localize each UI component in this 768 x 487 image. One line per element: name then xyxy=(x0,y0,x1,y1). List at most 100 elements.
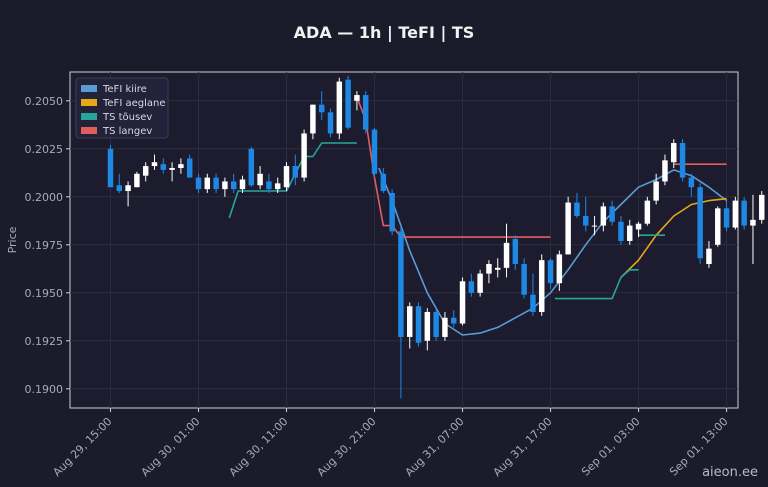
candle-body xyxy=(362,95,369,130)
candle-body xyxy=(125,185,131,192)
candle-body xyxy=(644,200,651,224)
indicator-line xyxy=(378,167,728,336)
candle-body xyxy=(627,225,633,241)
candle-body xyxy=(415,306,422,343)
y-tick-label: 0.2025 xyxy=(25,143,64,156)
candle-body xyxy=(178,164,184,168)
candle-body xyxy=(671,143,677,163)
candle-body xyxy=(732,200,739,228)
legend-swatch xyxy=(81,127,97,134)
legend-swatch xyxy=(81,113,97,120)
candle-body xyxy=(539,260,545,312)
candle-body xyxy=(530,294,536,312)
candle-body xyxy=(318,104,325,113)
candle-body xyxy=(609,206,615,222)
candle-body xyxy=(380,173,387,192)
candle-body xyxy=(257,173,263,186)
x-tick-label: Sep 01, 03:00 xyxy=(579,415,643,479)
candle-body xyxy=(266,181,272,190)
candle-body xyxy=(116,185,123,192)
candle-body xyxy=(468,281,475,293)
candle-body xyxy=(495,267,501,270)
candlesticks xyxy=(107,75,765,399)
candle-body xyxy=(750,219,756,226)
legend-label: TS langev xyxy=(102,126,152,137)
candle-body xyxy=(723,208,730,228)
indicator-line xyxy=(620,197,727,278)
y-tick-label: 0.1975 xyxy=(25,239,64,252)
candle-body xyxy=(486,264,492,274)
x-tick-label: Aug 31, 07:00 xyxy=(403,415,467,479)
candle-body xyxy=(688,177,695,188)
x-tick-label: Aug 29, 15:00 xyxy=(50,415,114,479)
candle-body xyxy=(715,208,721,245)
candle-body xyxy=(759,194,765,220)
candle-body xyxy=(230,181,237,190)
candle-body xyxy=(336,81,343,134)
y-tick-label: 0.2000 xyxy=(25,191,64,204)
candle-body xyxy=(186,158,193,178)
y-axis-label: Price xyxy=(6,226,19,253)
candle-body xyxy=(741,200,747,226)
candle-body xyxy=(450,317,457,324)
candle-body xyxy=(503,242,510,268)
candle-body xyxy=(442,317,448,337)
x-tick-label: Aug 30, 11:00 xyxy=(227,415,291,479)
candle-body xyxy=(512,239,519,264)
candle-body xyxy=(248,148,255,186)
candle-body xyxy=(142,166,149,176)
candle-body xyxy=(706,248,712,264)
legend-label: TeFI aeglane xyxy=(102,98,165,109)
candle-body xyxy=(662,160,668,182)
candle-body xyxy=(600,206,607,226)
y-tick-label: 0.2050 xyxy=(25,95,64,108)
y-tick-label: 0.1900 xyxy=(25,383,64,396)
legend-label: TeFI kiire xyxy=(102,84,147,95)
candle-body xyxy=(697,187,703,259)
candle-body xyxy=(477,273,483,293)
candle-body xyxy=(160,164,167,170)
legend-swatch xyxy=(81,85,97,92)
candle-body xyxy=(547,260,554,284)
y-tick-label: 0.1925 xyxy=(25,335,64,348)
candle-body xyxy=(398,231,404,337)
legend-label: TS tõusev xyxy=(102,112,152,123)
candle-body xyxy=(301,133,307,178)
candle-body xyxy=(583,216,589,226)
candle-body xyxy=(274,183,281,190)
candle-body xyxy=(653,181,659,201)
candle-body xyxy=(424,312,431,341)
y-tick-label: 0.1950 xyxy=(25,287,64,300)
candle-body xyxy=(151,162,158,167)
legend-box xyxy=(75,77,169,139)
legend-swatch xyxy=(81,99,97,106)
candle-body xyxy=(406,306,413,337)
candle-body xyxy=(459,281,466,324)
candle-body xyxy=(574,202,580,216)
candle-body xyxy=(195,177,202,190)
candle-body xyxy=(222,181,228,190)
candle-body xyxy=(556,254,563,284)
candle-body xyxy=(354,95,360,101)
candle-body xyxy=(283,166,290,188)
legend: TeFI kiire TeFI aeglane TS tõusev TS langev xyxy=(75,77,169,139)
candle-body xyxy=(134,173,140,188)
x-tick-label: Aug 30, 01:00 xyxy=(139,415,203,479)
candle-body xyxy=(204,177,211,190)
watermark: aieon.ee xyxy=(702,465,758,480)
candle-body xyxy=(239,179,246,190)
candle-body xyxy=(433,312,439,337)
candle-body xyxy=(310,104,316,134)
indicator-line xyxy=(554,268,639,300)
candle-body xyxy=(292,166,299,178)
candle-body xyxy=(169,168,175,170)
x-tick-label: Aug 30, 21:00 xyxy=(315,415,379,479)
candle-body xyxy=(521,264,527,295)
candle-body xyxy=(107,148,114,188)
candle-body xyxy=(591,225,598,227)
plot-area xyxy=(69,71,739,409)
candle-body xyxy=(345,79,351,128)
candle-body xyxy=(618,221,624,241)
candle-body xyxy=(565,202,571,255)
